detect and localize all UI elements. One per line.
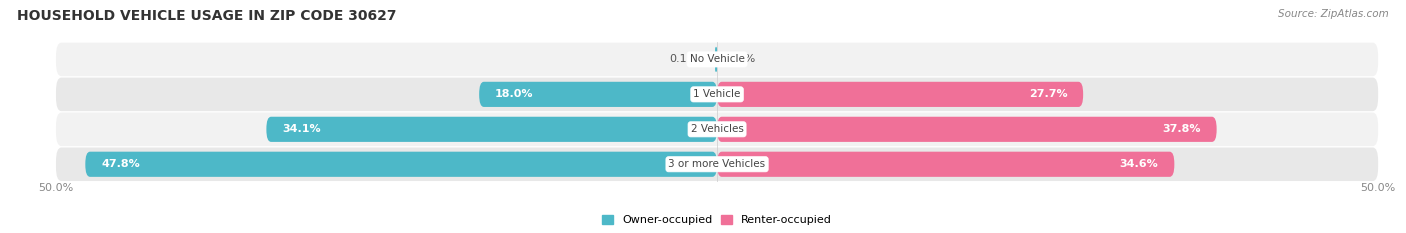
FancyBboxPatch shape	[717, 117, 1216, 142]
FancyBboxPatch shape	[56, 78, 1378, 111]
Text: 37.8%: 37.8%	[1163, 124, 1201, 134]
Text: 27.7%: 27.7%	[1029, 89, 1067, 99]
Text: 18.0%: 18.0%	[495, 89, 533, 99]
FancyBboxPatch shape	[716, 47, 717, 72]
FancyBboxPatch shape	[86, 152, 717, 177]
Text: No Vehicle: No Vehicle	[689, 55, 745, 64]
FancyBboxPatch shape	[56, 113, 1378, 146]
Text: 0.0%: 0.0%	[728, 55, 756, 64]
FancyBboxPatch shape	[56, 43, 1378, 76]
Text: HOUSEHOLD VEHICLE USAGE IN ZIP CODE 30627: HOUSEHOLD VEHICLE USAGE IN ZIP CODE 3062…	[17, 9, 396, 23]
Text: 34.6%: 34.6%	[1119, 159, 1159, 169]
Text: 0.15%: 0.15%	[669, 55, 704, 64]
FancyBboxPatch shape	[717, 152, 1174, 177]
FancyBboxPatch shape	[56, 147, 1378, 181]
Text: Source: ZipAtlas.com: Source: ZipAtlas.com	[1278, 9, 1389, 19]
Text: 2 Vehicles: 2 Vehicles	[690, 124, 744, 134]
Text: 34.1%: 34.1%	[283, 124, 321, 134]
FancyBboxPatch shape	[479, 82, 717, 107]
Text: 3 or more Vehicles: 3 or more Vehicles	[668, 159, 766, 169]
FancyBboxPatch shape	[266, 117, 717, 142]
Text: 1 Vehicle: 1 Vehicle	[693, 89, 741, 99]
FancyBboxPatch shape	[717, 82, 1083, 107]
Text: 47.8%: 47.8%	[101, 159, 141, 169]
Legend: Owner-occupied, Renter-occupied: Owner-occupied, Renter-occupied	[602, 215, 832, 225]
